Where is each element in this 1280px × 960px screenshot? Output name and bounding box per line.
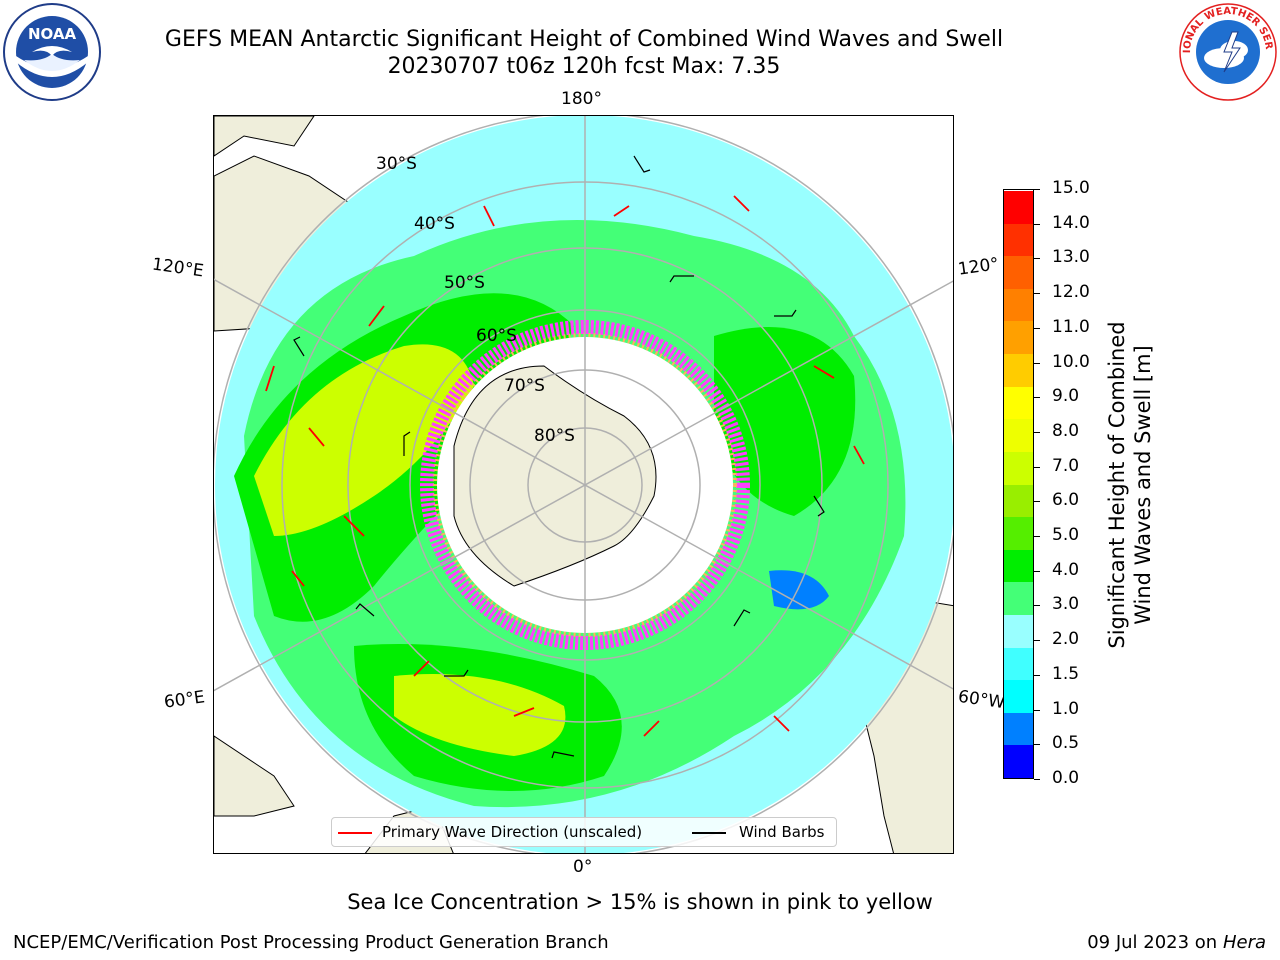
chart-title: GEFS MEAN Antarctic Significant Height o…	[164, 27, 1004, 52]
colorbar-segment	[1004, 255, 1033, 289]
footer-date: 09 Jul 2023 on Hera	[1087, 932, 1266, 953]
sea-ice-note: Sea Ice Concentration > 15% is shown in …	[347, 890, 933, 914]
noaa-logo: NOAA	[3, 3, 101, 101]
colorbar-segment	[1004, 516, 1033, 550]
colorbar-tick-label: 7.0	[1052, 455, 1080, 476]
colorbar-tick	[1034, 570, 1040, 572]
sea-ice-edge	[420, 320, 750, 650]
colorbar-tick-label: 12.0	[1052, 282, 1090, 303]
colorbar-tick	[1034, 466, 1040, 468]
colorbar-segment	[1004, 223, 1033, 257]
colorbar-tick	[1034, 293, 1040, 295]
colorbar-tick-label: 13.0	[1052, 247, 1090, 268]
lon-label-60w: 60°W	[956, 686, 1007, 714]
legend-wind-swatch	[692, 832, 726, 834]
colorbar-tick	[1034, 501, 1040, 503]
lat-label-40s: 40°S	[414, 214, 455, 234]
colorbar-tick	[1034, 431, 1040, 433]
colorbar-segment	[1004, 484, 1033, 518]
colorbar-tick-label: 15.0	[1052, 178, 1090, 198]
colorbar-segment	[1004, 549, 1033, 583]
wind-barbs	[293, 155, 825, 759]
colorbar-tick	[1034, 327, 1040, 329]
map-panel: 30°S 40°S 50°S 60°S 70°S 80°S	[213, 115, 954, 854]
colorbar-segment	[1004, 614, 1033, 648]
ocean-field-1m	[769, 570, 829, 610]
colorbar-tick-label: 10.0	[1052, 351, 1090, 372]
colorbar-tick-label: 9.0	[1052, 386, 1080, 407]
colorbar-tick-label: 2.0	[1052, 629, 1080, 650]
colorbar-tick-label: 1.0	[1052, 698, 1080, 719]
lon-label-180: 180°	[561, 89, 602, 109]
colorbar-tick	[1034, 536, 1040, 538]
colorbar-segment	[1004, 744, 1033, 778]
lat-label-70s: 70°S	[504, 376, 545, 396]
colorbar	[1003, 189, 1034, 779]
legend-wave-swatch	[338, 832, 372, 834]
colorbar-tick-label: 14.0	[1052, 212, 1090, 233]
colorbar-tick-label: 1.5	[1052, 663, 1080, 684]
colorbar-tick	[1034, 674, 1040, 676]
colorbar-tick	[1034, 779, 1040, 780]
colorbar-segment	[1004, 386, 1033, 420]
lat-label-30s: 30°S	[376, 154, 417, 174]
colorbar-segment	[1004, 190, 1033, 224]
chart-subtitle: 20230707 t06z 120h fcst Max: 7.35	[387, 54, 781, 79]
lon-label-60e: 60°E	[162, 687, 207, 713]
ocean-field-4m	[714, 327, 856, 516]
colorbar-segment	[1004, 647, 1033, 681]
colorbar-tick	[1034, 709, 1040, 711]
colorbar-segment	[1004, 418, 1033, 452]
colorbar-tick	[1034, 605, 1040, 607]
lon-label-120e: 120°E	[150, 254, 205, 282]
colorbar-segment	[1004, 712, 1033, 746]
lat-label-60s: 60°S	[476, 326, 517, 346]
colorbar-tick-label: 0.5	[1052, 733, 1080, 754]
lat-label-80s: 80°S	[534, 426, 575, 446]
nws-logo: NATIONAL WEATHER SERVICE	[1178, 2, 1277, 101]
colorbar-segment	[1004, 451, 1033, 485]
legend-wave-label: Primary Wave Direction (unscaled)	[382, 823, 643, 841]
colorbar-tick	[1034, 223, 1040, 225]
footer-producer: NCEP/EMC/Verification Post Processing Pr…	[13, 932, 609, 953]
lon-label-0: 0°	[573, 857, 593, 877]
lon-label-120w: 120°	[956, 254, 1001, 280]
ocean-field-6m	[394, 674, 566, 756]
map-legend: Primary Wave Direction (unscaled) Wind B…	[331, 817, 837, 847]
colorbar-tick-label: 4.0	[1052, 559, 1080, 580]
colorbar-tick	[1034, 640, 1040, 642]
colorbar-tick-label: 0.0	[1052, 768, 1080, 788]
colorbar-segment	[1004, 288, 1033, 322]
colorbar-tick	[1034, 362, 1040, 364]
colorbar-tick-label: 3.0	[1052, 594, 1080, 615]
colorbar-segment	[1004, 679, 1033, 713]
colorbar-tick	[1034, 397, 1040, 399]
colorbar-segment	[1004, 353, 1033, 387]
colorbar-tick	[1034, 189, 1040, 190]
colorbar-label: Significant Height of Combined Wind Wave…	[1105, 321, 1155, 649]
colorbar-tick-label: 8.0	[1052, 420, 1080, 441]
colorbar-tick	[1034, 258, 1040, 260]
landmass-antarctica	[453, 365, 657, 587]
lat-label-50s: 50°S	[444, 273, 485, 293]
colorbar-tick-label: 6.0	[1052, 490, 1080, 511]
colorbar-tick	[1034, 744, 1040, 746]
svg-text:NOAA: NOAA	[28, 25, 77, 43]
legend-wind-label: Wind Barbs	[739, 823, 825, 841]
colorbar-segment	[1004, 320, 1033, 355]
colorbar-tick-label: 11.0	[1052, 316, 1090, 337]
graticule	[214, 116, 953, 853]
colorbar-tick-label: 5.0	[1052, 525, 1080, 546]
wave-direction-arrows	[265, 195, 865, 737]
colorbar-segment	[1004, 581, 1033, 615]
